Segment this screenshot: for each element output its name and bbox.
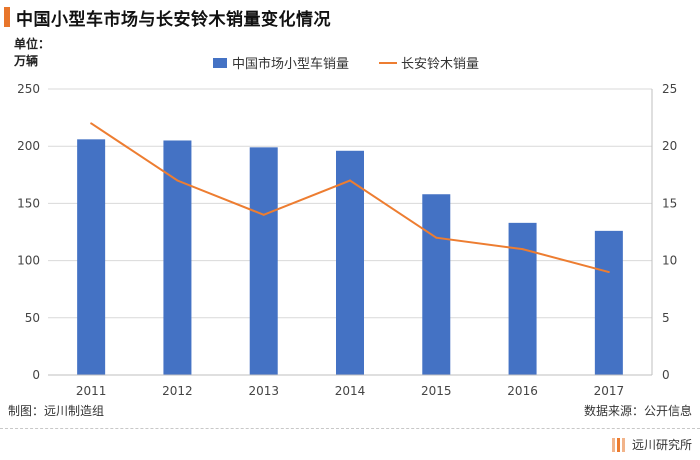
line-series-path: [90, 122, 610, 274]
bar-2013: [249, 147, 278, 375]
y-right-tick-15: 15: [662, 196, 677, 210]
x-tick-2017: 2017: [594, 384, 625, 398]
unit-label-line1: 单位：: [14, 37, 51, 51]
legend-bar-swatch: [213, 58, 227, 68]
x-tick-2011: 2011: [76, 384, 107, 398]
y-left-tick-150: 150: [17, 196, 40, 210]
credit-label: 制图：远川制造组: [8, 404, 105, 418]
bar-series: [77, 122, 623, 375]
unit-label: 单位： 万辆: [14, 36, 50, 70]
y-right-tick-25: 25: [662, 82, 677, 96]
bar-2012: [163, 140, 192, 375]
y-right-tick-10: 10: [662, 254, 677, 268]
x-tick-2016: 2016: [507, 384, 538, 398]
axes: 0 50 100 150 200 250 0 5 10 15 20 25 2011 2012 2013 201…: [17, 82, 677, 398]
x-tick-2013: 2013: [248, 384, 279, 398]
bar-2017: [594, 230, 623, 375]
y-left-tick-0: 0: [32, 368, 40, 382]
brand-footer: 远川研究所: [611, 436, 692, 453]
brand-logo-icon: [611, 437, 627, 452]
x-tick-2012: 2012: [162, 384, 193, 398]
y-right-tick-20: 20: [662, 139, 677, 153]
y-right-tick-5: 5: [662, 311, 670, 325]
legend-bar-label: 中国市场小型车销量: [232, 56, 349, 72]
chart-svg: 0 50 100 150 200 250 0 5 10 15 20 25 2011 2012 2013 201…: [17, 56, 677, 398]
bar-2015: [422, 194, 451, 375]
y-left-tick-50: 50: [25, 311, 40, 325]
footer-divider: [0, 428, 700, 429]
title-bar: 中国小型车市场与长安铃木销量变化情况: [4, 6, 331, 30]
source-label: 数据来源：公开信息: [583, 404, 692, 418]
x-tick-2014: 2014: [335, 384, 366, 398]
x-tick-2015: 2015: [421, 384, 452, 398]
legend: 中国市场小型车销量 长安铃木销量: [213, 56, 479, 72]
chart-title: 中国小型车市场与长安铃木销量变化情况: [16, 9, 331, 30]
unit-label-line2: 万辆: [14, 54, 39, 68]
y-right-tick-0: 0: [662, 368, 670, 382]
title-accent-bar: [4, 7, 10, 27]
bar-2014: [336, 150, 364, 375]
y-left-tick-100: 100: [17, 254, 40, 268]
bar-2011: [77, 139, 106, 375]
bar-2016: [508, 222, 537, 375]
brand-name: 远川研究所: [631, 438, 692, 452]
y-left-tick-250: 250: [17, 82, 40, 96]
legend-line-label: 长安铃木销量: [401, 57, 479, 72]
y-left-tick-200: 200: [17, 139, 40, 153]
